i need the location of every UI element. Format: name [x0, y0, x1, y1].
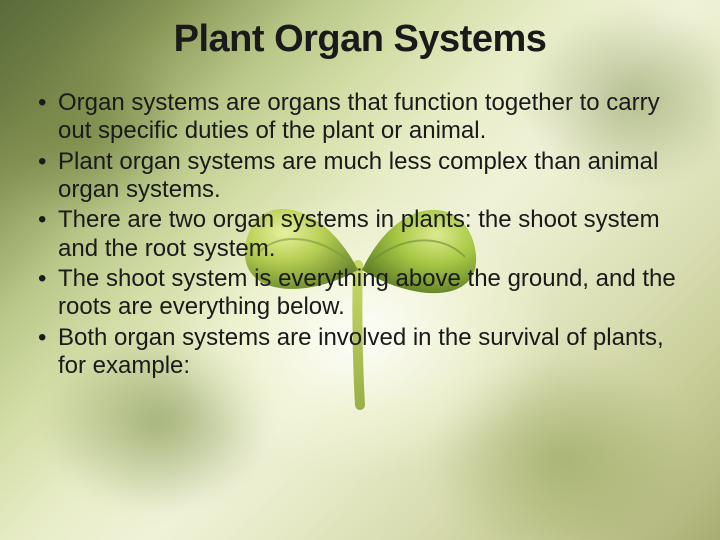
bullet-item: The shoot system is everything above the…	[34, 265, 686, 322]
slide-title: Plant Organ Systems	[34, 18, 686, 61]
bullet-item: There are two organ systems in plants: t…	[34, 206, 686, 263]
slide-content: Plant Organ Systems Organ systems are or…	[0, 0, 720, 540]
bullet-list: Organ systems are organs that function t…	[34, 89, 686, 380]
bullet-item: Organ systems are organs that function t…	[34, 89, 686, 146]
bullet-item: Plant organ systems are much less comple…	[34, 148, 686, 205]
bullet-item: Both organ systems are involved in the s…	[34, 324, 686, 381]
